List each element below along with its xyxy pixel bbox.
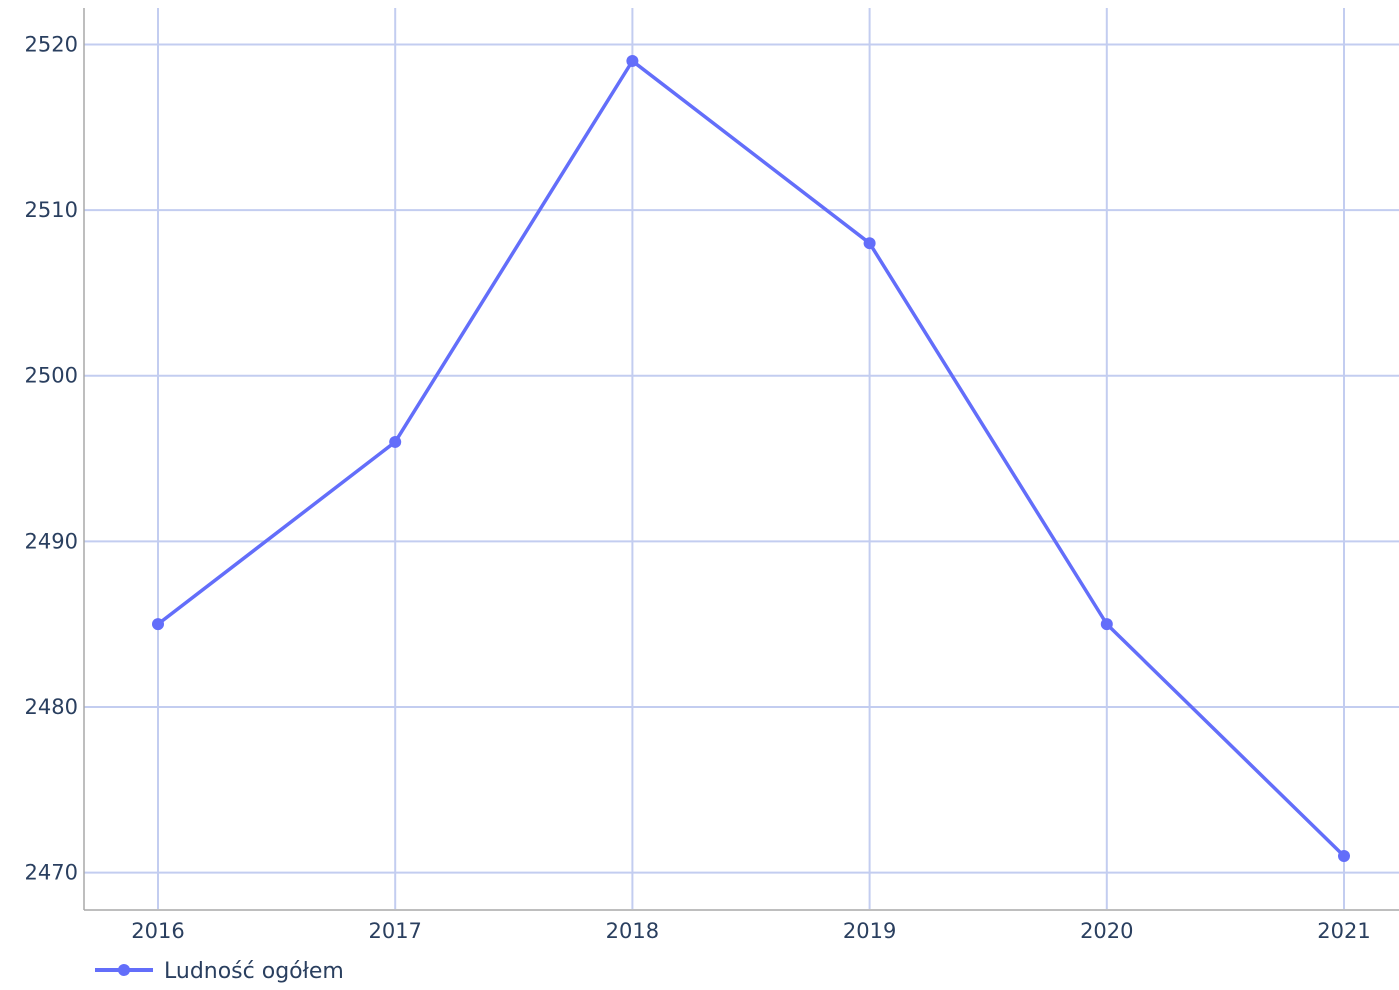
grid-layer: [84, 8, 1399, 909]
y-tick-label: 2480: [25, 695, 78, 719]
y-tick-label: 2520: [25, 32, 78, 56]
x-tick-label: 2019: [843, 919, 896, 943]
legend-marker-swatch: [118, 964, 130, 976]
y-tick-label: 2490: [25, 529, 78, 553]
x-tick-label: 2021: [1317, 919, 1370, 943]
data-point: [626, 55, 639, 67]
data-point: [863, 237, 876, 250]
data-point: [389, 435, 402, 448]
series-layer: [152, 55, 1350, 862]
y-tick-label: 2470: [25, 861, 78, 885]
x-tick-label: 2017: [368, 919, 421, 943]
data-point: [1100, 618, 1113, 631]
legend[interactable]: Ludność ogółem: [95, 959, 344, 984]
x-tick-label: 2018: [606, 919, 659, 943]
data-point: [152, 618, 164, 631]
data-point: [1338, 850, 1350, 862]
x-tick-label: 2016: [131, 919, 184, 943]
label-layer: 2016 2017 2018 2019 2020 2021 2470 2480 2490 2500…: [25, 32, 1371, 943]
x-tick-label: 2020: [1080, 919, 1133, 943]
y-tick-label: 2500: [25, 364, 78, 388]
axis-layer: [83, 8, 1399, 911]
series-line: [156, 59, 1346, 858]
y-tick-label: 2510: [25, 198, 78, 222]
legend-label: Ludność ogółem: [164, 959, 344, 984]
